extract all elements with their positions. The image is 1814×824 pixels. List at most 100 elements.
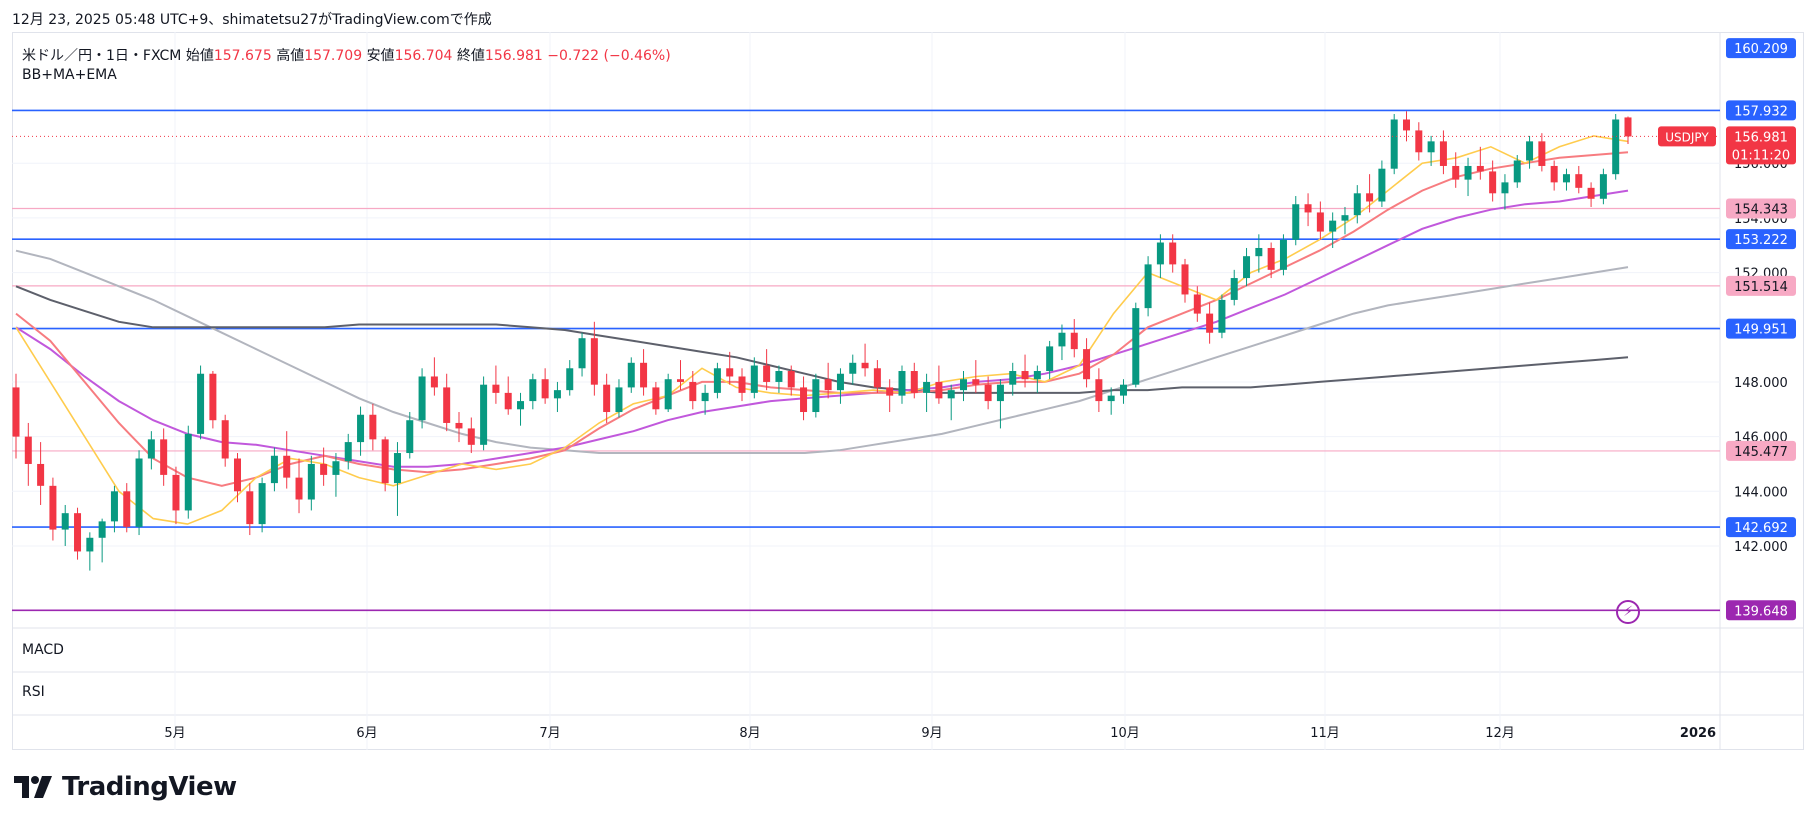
candle-body [184, 433, 192, 511]
candle-body [1267, 247, 1275, 270]
last-price-tag [1726, 126, 1796, 165]
candle-body [393, 453, 401, 484]
close-value: 156.981 [484, 48, 543, 64]
ohlc-legend: 米ドル／円・1日・FXCM 始値157.675 高値157.709 安値156.… [22, 45, 671, 65]
indicator-label[interactable]: BB+MA+EMA [22, 67, 117, 83]
last-price-label: 156.981 [1734, 130, 1788, 145]
candle-body [676, 379, 684, 382]
candle-body [1439, 141, 1447, 166]
candle-body [221, 420, 229, 459]
candle-body [1489, 171, 1497, 194]
candle-body [652, 387, 660, 410]
candle-body [861, 362, 869, 369]
change-value: −0.722 (−0.46%) [547, 48, 671, 64]
candle-body [517, 401, 525, 410]
candle-body [1476, 165, 1484, 172]
ma-gray-line [15, 249, 1629, 454]
x-tick-label: 10月 [1110, 726, 1140, 741]
candle-body [1107, 395, 1115, 402]
candle-body [775, 371, 783, 382]
x-tick-label: 11月 [1310, 726, 1340, 741]
macd-pane-label[interactable]: MACD [22, 642, 64, 658]
rsi-pane-label[interactable]: RSI [22, 684, 45, 700]
candle-body [529, 379, 537, 402]
candle-body [1304, 204, 1312, 213]
level-tag-label: 160.209 [1734, 42, 1788, 57]
candle-body [98, 521, 106, 538]
candle-body [283, 455, 291, 478]
candle-body [898, 371, 906, 396]
candle-body [738, 376, 746, 393]
candle-body [947, 390, 955, 399]
level-tag-label: 142.692 [1734, 521, 1788, 536]
level-tag-label: 154.343 [1734, 203, 1788, 218]
open-value: 157.675 [213, 48, 272, 64]
candle-body [37, 463, 45, 486]
candle-body [1562, 174, 1570, 183]
candle-body [123, 491, 131, 527]
y-tick-label: 148.000 [1734, 376, 1788, 391]
level-tag [1726, 517, 1796, 538]
candle-body [406, 420, 414, 454]
candle-body [787, 371, 795, 388]
candle-body [24, 436, 32, 464]
candle-body [430, 376, 438, 388]
candle-body [886, 387, 894, 396]
candle-body [1058, 332, 1066, 347]
candle-body [1366, 193, 1374, 202]
lightning-icon[interactable]: ⚡ [1616, 600, 1640, 624]
candle-body [209, 373, 217, 421]
candle-body [1526, 141, 1534, 161]
candle-body [1021, 371, 1029, 380]
countdown-label: 01:11:20 [1732, 148, 1790, 163]
low-value: 156.704 [394, 48, 453, 64]
candle-body [295, 477, 303, 500]
candle-body [307, 463, 315, 500]
candle-body [923, 381, 931, 393]
level-tag-label: 151.514 [1734, 280, 1788, 295]
candle-body [590, 338, 598, 385]
candle-body [1501, 182, 1509, 194]
tv-logo-icon [14, 776, 52, 798]
candle-body [74, 513, 82, 552]
candle-body [86, 537, 94, 552]
candle-body [1612, 119, 1620, 175]
level-tag [1726, 440, 1796, 461]
candle-body [233, 458, 241, 492]
candle-body [147, 439, 155, 459]
candle-body [1218, 299, 1226, 333]
candle-body [1513, 160, 1521, 183]
candle-body [49, 485, 57, 530]
level-tag [1726, 275, 1796, 296]
candle-body [1427, 141, 1435, 153]
symbol-label: 米ドル／円・1日・FXCM [22, 48, 182, 64]
candle-body [480, 384, 488, 445]
candle-body [418, 376, 426, 421]
candle-body [713, 368, 721, 393]
candle-body [1255, 247, 1263, 257]
candle-body [135, 458, 143, 527]
candle-body [1095, 379, 1103, 402]
candle-body [566, 368, 574, 391]
high-label: 高値 [276, 48, 305, 64]
candle-body [1452, 165, 1460, 180]
candle-body [689, 381, 697, 402]
low-label: 安値 [366, 48, 395, 64]
candle-body [61, 513, 69, 530]
candle-body [1353, 193, 1361, 216]
candle-body [258, 483, 266, 525]
level-tag-label: 139.648 [1734, 604, 1788, 619]
candle-body [357, 414, 365, 443]
candle-body [873, 368, 881, 388]
high-value: 157.709 [304, 48, 363, 64]
candle-body [726, 368, 734, 377]
logo-text: TradingView [62, 772, 237, 802]
ema-fast-line [15, 135, 1629, 525]
x-tick-label: 8月 [739, 726, 760, 741]
candle-body [1119, 384, 1127, 396]
candle-body [615, 387, 623, 413]
x-tick-label: 12月 [1485, 726, 1515, 741]
candle-body [246, 491, 254, 525]
candle-body [455, 422, 463, 429]
